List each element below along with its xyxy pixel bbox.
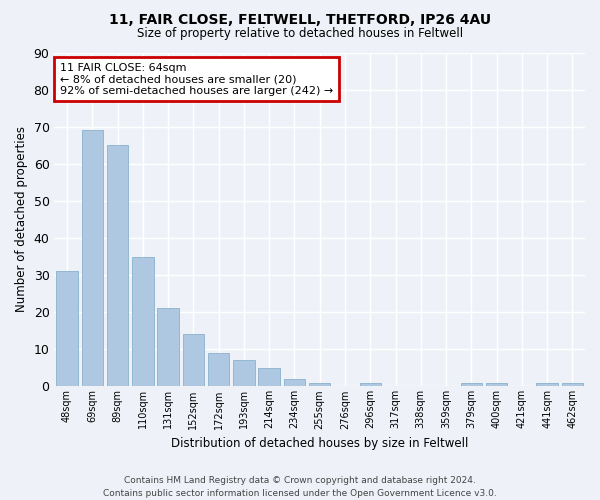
Bar <box>461 382 482 386</box>
Text: Contains HM Land Registry data © Crown copyright and database right 2024.
Contai: Contains HM Land Registry data © Crown c… <box>103 476 497 498</box>
Y-axis label: Number of detached properties: Number of detached properties <box>15 126 28 312</box>
Bar <box>82 130 103 386</box>
Bar <box>562 382 583 386</box>
Bar <box>56 272 78 386</box>
Bar <box>486 382 508 386</box>
Bar <box>107 145 128 386</box>
Bar <box>233 360 254 386</box>
Bar <box>208 353 229 386</box>
Bar <box>284 379 305 386</box>
Bar <box>309 382 331 386</box>
Bar <box>182 334 204 386</box>
Bar <box>536 382 558 386</box>
Bar <box>359 382 381 386</box>
Text: 11 FAIR CLOSE: 64sqm
← 8% of detached houses are smaller (20)
92% of semi-detach: 11 FAIR CLOSE: 64sqm ← 8% of detached ho… <box>60 62 333 96</box>
Text: 11, FAIR CLOSE, FELTWELL, THETFORD, IP26 4AU: 11, FAIR CLOSE, FELTWELL, THETFORD, IP26… <box>109 12 491 26</box>
Bar <box>259 368 280 386</box>
X-axis label: Distribution of detached houses by size in Feltwell: Distribution of detached houses by size … <box>171 437 469 450</box>
Text: Size of property relative to detached houses in Feltwell: Size of property relative to detached ho… <box>137 28 463 40</box>
Bar <box>157 308 179 386</box>
Bar <box>132 256 154 386</box>
